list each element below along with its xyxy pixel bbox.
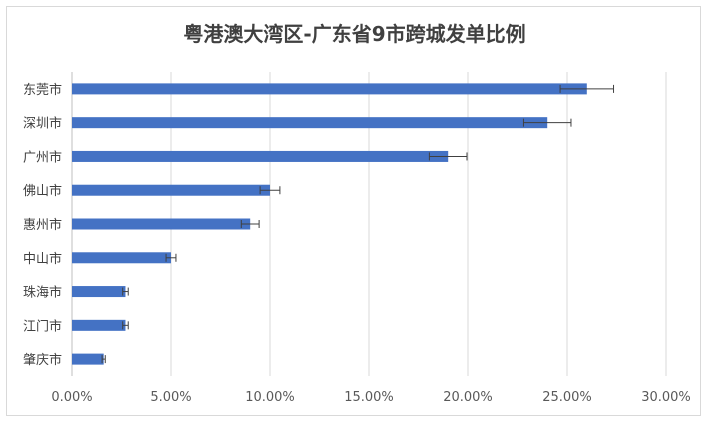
error-bar (122, 287, 129, 296)
x-tick-label: 25.00% (542, 390, 592, 405)
bar-2 (72, 117, 548, 129)
error-bar (559, 84, 615, 93)
y-tick-label: 肇庆市 (23, 352, 62, 368)
x-tick-label: 30.00% (641, 390, 691, 405)
error-bar (240, 220, 260, 228)
y-tick-label: 广州市 (23, 149, 62, 165)
error-bar (165, 253, 177, 262)
error-bar (259, 186, 281, 195)
error-bar (522, 118, 572, 127)
x-tick-labels: 0.00% 5.00% 10.00% 15.00% 20.00% 25.00% 30.00% (51, 390, 690, 405)
y-tick-label: 江门市 (23, 318, 62, 334)
chart-frame (6, 6, 701, 416)
error-bar (101, 355, 106, 364)
y-tick-label: 珠海市 (23, 285, 62, 301)
y-tick-label: 惠州市 (23, 217, 62, 233)
bar-5 (72, 218, 251, 230)
error-bar-layer (101, 84, 615, 364)
error-bar (428, 152, 468, 161)
y-tick-label: 佛山市 (23, 183, 62, 199)
x-tick-label: 20.00% (443, 390, 493, 405)
bar-9 (72, 353, 104, 365)
bar-layer (72, 83, 587, 365)
x-tick-label: 0.00% (51, 390, 92, 405)
y-tick-label: 深圳市 (23, 116, 62, 132)
error-bar (122, 321, 129, 330)
bar-6 (72, 252, 171, 264)
y-tick-label: 东莞市 (23, 82, 62, 98)
x-tick-label: 10.00% (245, 390, 295, 405)
bar-8 (72, 319, 126, 331)
bar-1 (72, 83, 587, 95)
y-tick-label: 中山市 (23, 251, 62, 267)
bar-4 (72, 184, 270, 196)
bar-3 (72, 150, 449, 162)
chart-title: 粤港澳大湾区-广东省9市跨城发单比例 (183, 22, 526, 46)
x-tick-label: 5.00% (150, 390, 191, 405)
x-tick-label: 15.00% (344, 390, 394, 405)
bar-7 (72, 286, 126, 298)
